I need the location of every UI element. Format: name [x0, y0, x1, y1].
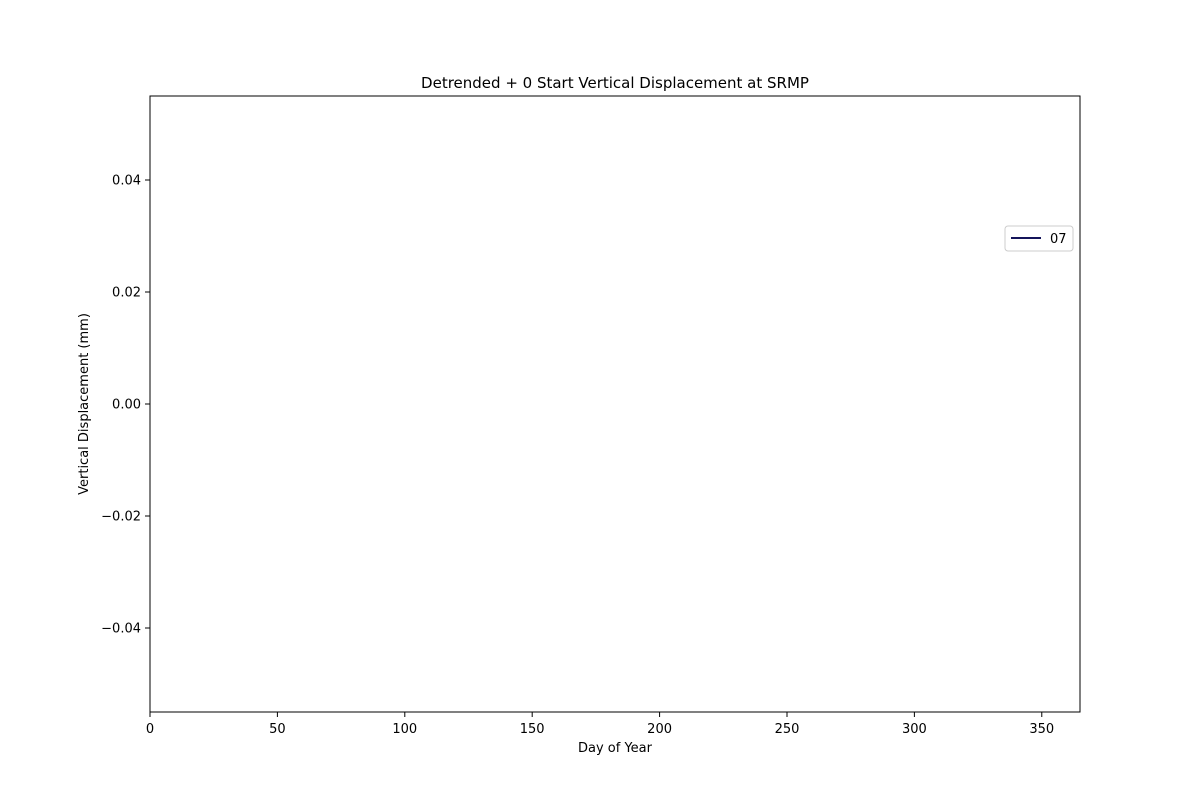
x-tick-label: 350	[1029, 722, 1054, 737]
y-tick-label: −0.04	[101, 622, 141, 637]
y-tick-label: 0.04	[112, 174, 141, 189]
legend: 07	[1004, 225, 1074, 252]
x-tick-label: 200	[647, 722, 672, 737]
y-tick-label: 0.02	[112, 286, 141, 301]
x-axis: 0 50 100 150 200 250 300 350	[146, 712, 1054, 737]
x-tick-label: 300	[902, 722, 927, 737]
x-tick-label: 250	[775, 722, 800, 737]
y-tick-label: 0.00	[112, 398, 141, 413]
y-axis: −0.04 −0.02 0.00 0.02 0.04	[101, 174, 150, 637]
chart-title: Detrended + 0 Start Vertical Displacemen…	[421, 74, 809, 92]
x-tick-label: 100	[392, 722, 417, 737]
y-tick-label: −0.02	[101, 510, 141, 525]
y-axis-label: Vertical Displacement (mm)	[77, 313, 92, 495]
x-tick-label: 150	[520, 722, 545, 737]
x-tick-label: 50	[269, 722, 286, 737]
legend-label: 07	[1050, 232, 1067, 247]
x-axis-label: Day of Year	[578, 741, 653, 756]
x-tick-label: 0	[146, 722, 154, 737]
